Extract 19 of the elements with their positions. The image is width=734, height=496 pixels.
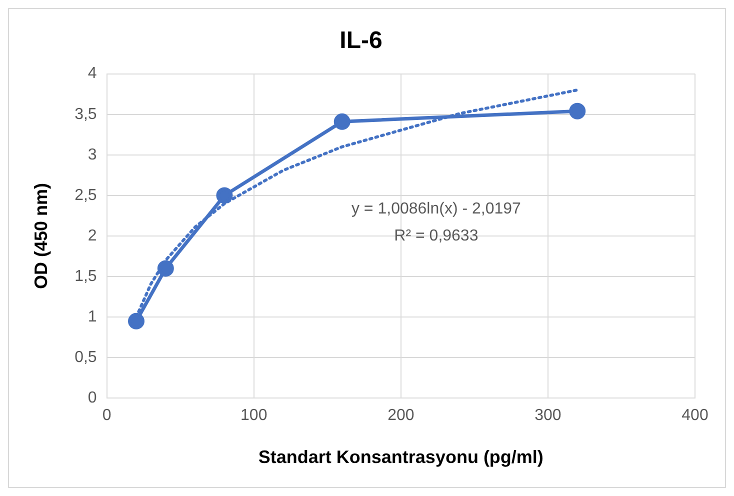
annotation: R² = 0,9633 (394, 227, 478, 244)
x-tick-label: 200 (388, 407, 414, 424)
x-tick-label: 400 (682, 407, 708, 424)
x-axis-title: Standart Konsantrasyonu (pg/ml) (258, 447, 544, 468)
y-tick-label: 0,5 (74, 349, 97, 366)
y-tick-label: 2,5 (74, 186, 97, 204)
x-tick-label: 0 (102, 407, 112, 424)
y-tick-label: 3 (88, 146, 97, 164)
y-tick-label: 1 (88, 308, 97, 326)
y-tick-label: 3,5 (74, 106, 97, 123)
x-tick-label: 100 (240, 407, 268, 424)
annotation: y = 1,0086ln(x) - 2,0197 (351, 200, 522, 218)
y-tick-label: 2 (88, 227, 97, 244)
y-tick-label: 1,5 (74, 268, 97, 285)
chart-title: IL-6 (340, 27, 382, 54)
y-axis-title: OD (450 nm) (30, 182, 51, 290)
y-tick-label: 0 (88, 390, 97, 407)
x-tick-label: 300 (534, 407, 562, 424)
y-tick-label: 4 (88, 65, 97, 82)
